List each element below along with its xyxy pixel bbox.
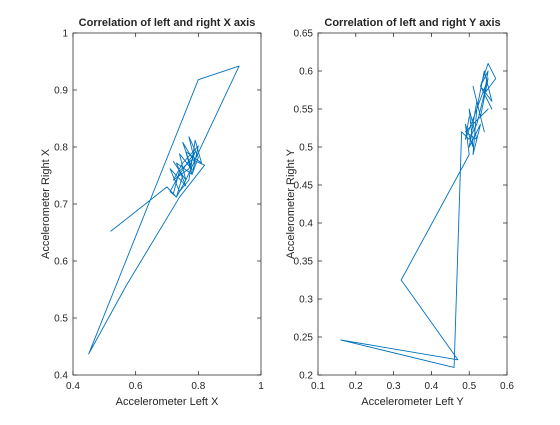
y-tick-label: 0.45 bbox=[294, 181, 314, 192]
x-tick-label: 0.6 bbox=[500, 381, 514, 392]
y-tick-label: 0.2 bbox=[299, 371, 313, 382]
y-tick-label: 0.55 bbox=[294, 105, 314, 116]
x-tick-label: 0.1 bbox=[311, 381, 325, 392]
plot-title: Correlation of left and right X axis bbox=[79, 17, 256, 29]
y-tick-label: 0.25 bbox=[294, 333, 314, 344]
x-tick-label: 0.4 bbox=[424, 381, 438, 392]
x-tick-label: 0.3 bbox=[387, 381, 401, 392]
x-axis-label: Accelerometer Left Y bbox=[361, 396, 464, 408]
x-tick-label: 0.5 bbox=[462, 381, 476, 392]
y-axis-label: Accelerometer Right X bbox=[40, 148, 52, 259]
y-tick-label: 0.4 bbox=[54, 371, 68, 382]
y-tick-label: 0.5 bbox=[299, 143, 313, 154]
y-axis-label: Accelerometer Right Y bbox=[285, 148, 297, 259]
y-tick-label: 0.65 bbox=[294, 29, 314, 40]
y-tick-label: 0.4 bbox=[299, 219, 313, 230]
y-tick-label: 0.35 bbox=[294, 257, 314, 268]
x-axis-label: Accelerometer Left X bbox=[116, 396, 219, 408]
y-tick-label: 0.8 bbox=[54, 143, 68, 154]
y-tick-label: 1 bbox=[62, 29, 68, 40]
x-tick-label: 0.6 bbox=[129, 381, 143, 392]
plot-title: Correlation of left and right Y axis bbox=[324, 17, 500, 29]
x-tick-label: 0.8 bbox=[191, 381, 205, 392]
y-tick-label: 0.3 bbox=[299, 295, 313, 306]
x-tick-label: 0.4 bbox=[66, 381, 80, 392]
x-tick-label: 1 bbox=[258, 381, 264, 392]
plot-left-y: Correlation of left and right Y axis Acc… bbox=[285, 17, 514, 408]
y-tick-label: 0.9 bbox=[54, 86, 68, 97]
y-tick-label: 0.6 bbox=[54, 257, 68, 268]
axes-box bbox=[317, 32, 508, 376]
series-line bbox=[88, 65, 240, 355]
series-line bbox=[340, 62, 497, 368]
y-tick-label: 0.5 bbox=[54, 314, 68, 325]
plot-left-x: Correlation of left and right X axis Acc… bbox=[40, 17, 264, 408]
y-tick-label: 0.6 bbox=[299, 67, 313, 78]
x-tick-label: 0.2 bbox=[349, 381, 363, 392]
y-tick-label: 0.7 bbox=[54, 200, 68, 211]
